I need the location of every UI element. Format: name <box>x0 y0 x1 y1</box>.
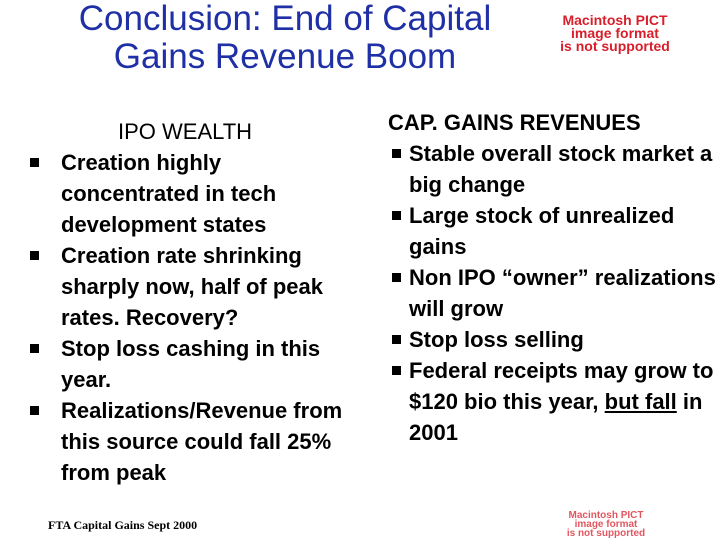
pict-line-3: is not supported <box>560 38 670 54</box>
pict-line-1: Macintosh PICT <box>568 510 644 521</box>
pict-line-2: image format <box>574 519 638 530</box>
square-bullet-icon <box>392 211 401 220</box>
square-bullet-icon <box>392 335 401 344</box>
list-item: Large stock of unrealized gains <box>388 200 718 262</box>
list-item-text-start: Federal receipts may grow to $120 bio th… <box>409 358 714 414</box>
list-item-text: Stop loss cashing in this year. <box>61 336 321 392</box>
pict-line-2: image format <box>571 25 659 41</box>
underlined-text: but fall <box>604 389 677 414</box>
left-bullet-list: Creation highly concentrated in tech dev… <box>30 147 360 488</box>
slide-title: Conclusion: End of Capital Gains Revenue… <box>40 0 530 76</box>
list-item: Non IPO “owner” realizations will grow <box>388 262 718 324</box>
pict-placeholder-bottom: Macintosh PICT image format is not suppo… <box>528 510 684 539</box>
pict-line-3: is not supported <box>566 528 646 539</box>
title-line-2: Gains Revenue Boom <box>113 37 457 76</box>
list-item-text: Creation rate shrinking sharply now, hal… <box>61 243 324 330</box>
left-heading: IPO WEALTH <box>118 119 253 144</box>
slide-footer: FTA Capital Gains Sept 2000 <box>48 518 198 532</box>
pict-placeholder-top: Macintosh PICT image format is not suppo… <box>536 12 694 54</box>
square-bullet-icon <box>392 366 401 375</box>
square-bullet-icon <box>30 406 39 415</box>
list-item-text: Creation highly concentrated in tech dev… <box>61 150 277 237</box>
list-item: Federal receipts may grow to $120 bio th… <box>388 355 718 448</box>
list-item-text: Non IPO “owner” realizations will grow <box>409 265 716 321</box>
list-item: Stop loss cashing in this year. <box>30 333 360 395</box>
list-item-text: Stop loss selling <box>409 327 584 352</box>
list-item-text-end: in 2001 <box>409 389 703 445</box>
right-bullet-list: Stable overall stock market a big change… <box>388 138 718 448</box>
square-bullet-icon <box>30 344 39 353</box>
square-bullet-icon <box>30 158 39 167</box>
square-bullet-icon <box>392 273 401 282</box>
left-column: IPO WEALTH Creation highly concentrated … <box>30 116 360 488</box>
list-item: Creation highly concentrated in tech dev… <box>30 147 360 240</box>
title-line-1: Conclusion: End of Capital <box>78 0 492 38</box>
list-item-text: Large stock of unrealized gains <box>409 203 675 259</box>
square-bullet-icon <box>30 251 39 260</box>
pict-line-1: Macintosh PICT <box>562 12 668 28</box>
list-item: Stop loss selling <box>388 324 718 355</box>
list-item: Stable overall stock market a big change <box>388 138 718 200</box>
list-item-text: Realizations/Revenue from this source co… <box>61 398 343 485</box>
list-item-text: Stable overall stock market a big change <box>409 141 713 197</box>
list-item: Realizations/Revenue from this source co… <box>30 395 360 488</box>
square-bullet-icon <box>392 149 401 158</box>
right-heading: CAP. GAINS REVENUES <box>388 110 641 135</box>
right-column: CAP. GAINS REVENUES Stable overall stock… <box>388 107 718 448</box>
list-item: Creation rate shrinking sharply now, hal… <box>30 240 360 333</box>
